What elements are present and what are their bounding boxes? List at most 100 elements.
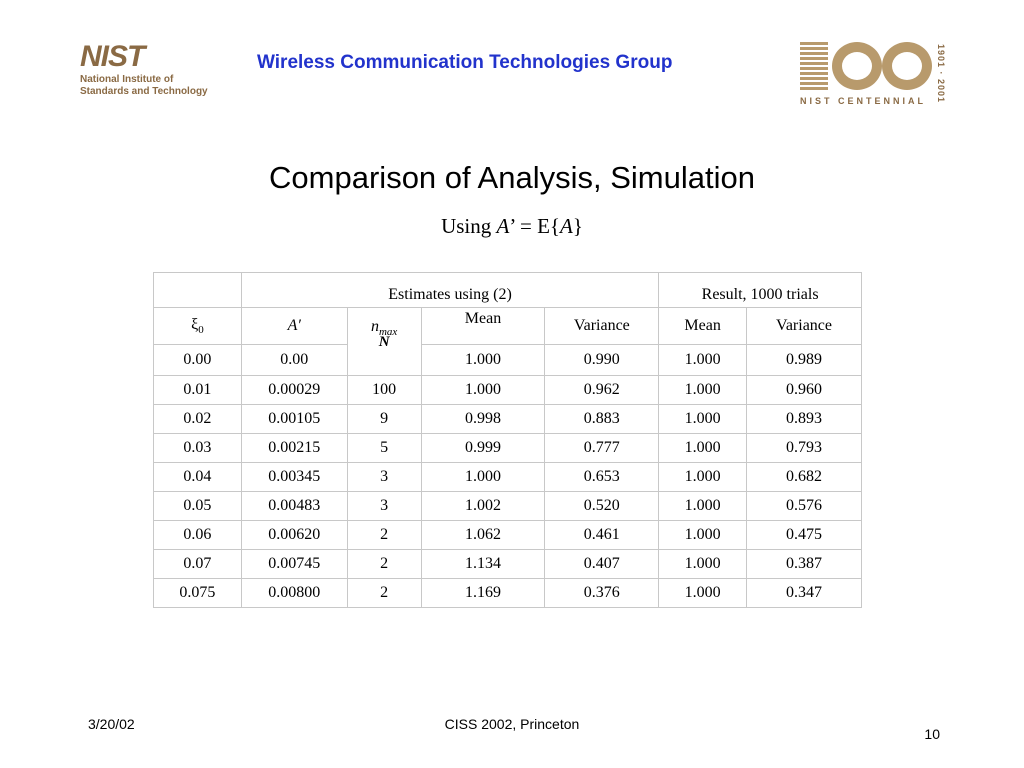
nist-logo-subtitle: National Institute of Standards and Tech… [80, 74, 230, 98]
col-header-mean-res: Mean [658, 307, 748, 345]
cell-a: 0.00620 [240, 520, 348, 550]
table-row: 0.05 0.00483 3 1.002 0.520 1.000 0.576 [153, 491, 862, 521]
n-subscript: max [378, 326, 398, 338]
cell-variance-est: 0.990 [544, 344, 660, 376]
table-row: 0.00 0.00 1.000 0.990 1.000 0.989 [153, 344, 862, 376]
table-row: 0.07 0.00745 2 1.134 0.407 1.000 0.387 [153, 549, 862, 579]
a-prime-symbol: A′ [287, 317, 301, 334]
cell-mean-res: 1.000 [658, 520, 748, 550]
cell-a: 0.00215 [240, 433, 348, 463]
cell-xi: 0.01 [153, 375, 242, 405]
centennial-logo: 1901 · 2001 NIST CENTENNIAL [800, 40, 950, 110]
col-header-a: A′ [240, 307, 348, 345]
cell-variance-est: 0.407 [544, 549, 660, 579]
cell-variance-res: 0.347 [746, 578, 862, 608]
cell-a: 0.00800 [240, 578, 348, 608]
cell-variance-res: 0.682 [746, 462, 862, 492]
cell-a: 0.00105 [240, 404, 348, 434]
column-header-row: ξ0 A′ nmax N Mean Variance Mean Variance [153, 307, 862, 376]
cell-mean-res: 1.000 [658, 491, 748, 521]
cell-mean-res: 1.000 [658, 462, 748, 492]
n-bold-symbol: N [378, 334, 390, 350]
xi-subscript: 0 [198, 324, 204, 336]
xi-symbol: ξ [191, 316, 199, 333]
cell-nmax: 2 [346, 578, 422, 608]
cell-nmax: 2 [346, 520, 422, 550]
cell-mean-est: 1.169 [420, 578, 546, 608]
nist-logo: NIST National Institute of Standards and… [80, 40, 222, 100]
comparison-table: Estimates using (2) Result, 1000 trials … [153, 272, 862, 608]
centennial-years: 1901 · 2001 [936, 44, 946, 104]
cell-mean-est: 1.000 [420, 462, 546, 492]
footer-conference: CISS 2002, Princeton [444, 716, 580, 732]
cell-nmax: 3 [346, 491, 422, 521]
table-row: 0.06 0.00620 2 1.062 0.461 1.000 0.475 [153, 520, 862, 550]
col-header-variance-est: Variance [544, 307, 660, 345]
subtitle-var-a2: A [560, 214, 573, 238]
cell-nmax: 5 [346, 433, 422, 463]
col-header-xi: ξ0 [153, 307, 242, 345]
cell-a: 0.00029 [240, 375, 348, 405]
cell-a: 0.00483 [240, 491, 348, 521]
cell-xi: 0.03 [153, 433, 242, 463]
centennial-digit-zero [832, 42, 882, 90]
cell-variance-est: 0.520 [544, 491, 660, 521]
cell-variance-res: 0.387 [746, 549, 862, 579]
col-header-mean-est: Mean [420, 307, 546, 345]
cell-variance-est: 0.653 [544, 462, 660, 492]
cell-a: 0.00345 [240, 462, 348, 492]
subtitle-prefix: Using [441, 214, 497, 238]
cell-variance-est: 0.883 [544, 404, 660, 434]
cell-mean-res: 1.000 [658, 375, 748, 405]
group-title: Wireless Communication Technologies Grou… [257, 52, 673, 73]
cell-xi: 0.02 [153, 404, 242, 434]
cell-mean-est: 1.002 [420, 491, 546, 521]
cell-mean-est: 1.062 [420, 520, 546, 550]
slide-subtitle: Using A’ = E{A} [0, 214, 1024, 239]
table-row: 0.02 0.00105 9 0.998 0.883 1.000 0.893 [153, 404, 862, 434]
table-row: 0.04 0.00345 3 1.000 0.653 1.000 0.682 [153, 462, 862, 492]
footer-page-number: 10 [924, 726, 940, 742]
centennial-label: NIST CENTENNIAL [800, 96, 926, 106]
cell-a: 0.00745 [240, 549, 348, 579]
cell-mean-est: 0.998 [420, 404, 546, 434]
cell-variance-est: 0.461 [544, 520, 660, 550]
cell-mean-est: 1.000 [420, 344, 546, 376]
empty-header-cell [153, 272, 242, 308]
cell-xi: 0.00 [153, 344, 242, 376]
cell-mean-res: 1.000 [658, 549, 748, 579]
footer-date: 3/20/02 [88, 716, 135, 732]
table-row: 0.01 0.00029 100 1.000 0.962 1.000 0.960 [153, 375, 862, 405]
cell-variance-res: 0.960 [746, 375, 862, 405]
cell-xi: 0.06 [153, 520, 242, 550]
cell-variance-res: 0.893 [746, 404, 862, 434]
cell-variance-est: 0.962 [544, 375, 660, 405]
col-header-nmax: nmax N [346, 307, 422, 376]
n-symbol: n [370, 318, 379, 335]
cell-mean-res: 1.000 [658, 344, 748, 376]
subtitle-middle: ’ = E{ [509, 214, 561, 238]
cell-mean-est: 1.000 [420, 375, 546, 405]
table-row: 0.03 0.00215 5 0.999 0.777 1.000 0.793 [153, 433, 862, 463]
cell-variance-res: 0.793 [746, 433, 862, 463]
cell-variance-est: 0.376 [544, 578, 660, 608]
nist-logo-sub-line2: Standards and Technology [80, 86, 208, 97]
cell-nmax: 9 [346, 404, 422, 434]
cell-nmax: 100 [346, 375, 422, 405]
estimates-header: Estimates using (2) [240, 272, 660, 308]
cell-mean-est: 1.134 [420, 549, 546, 579]
group-header-row: Estimates using (2) Result, 1000 trials [153, 272, 862, 308]
cell-variance-est: 0.777 [544, 433, 660, 463]
cell-xi: 0.04 [153, 462, 242, 492]
centennial-digit-zero [882, 42, 932, 90]
cell-xi: 0.075 [153, 578, 242, 608]
cell-nmax: 2 [346, 549, 422, 579]
cell-xi: 0.07 [153, 549, 242, 579]
table-row: 0.075 0.00800 2 1.169 0.376 1.000 0.347 [153, 578, 862, 608]
nist-logo-word: NIST [80, 40, 145, 73]
cell-mean-res: 1.000 [658, 578, 748, 608]
cell-nmax: 3 [346, 462, 422, 492]
centennial-digit-one [800, 42, 828, 92]
subtitle-suffix: } [572, 214, 583, 238]
nist-logo-sub-line1: National Institute of [80, 74, 174, 85]
